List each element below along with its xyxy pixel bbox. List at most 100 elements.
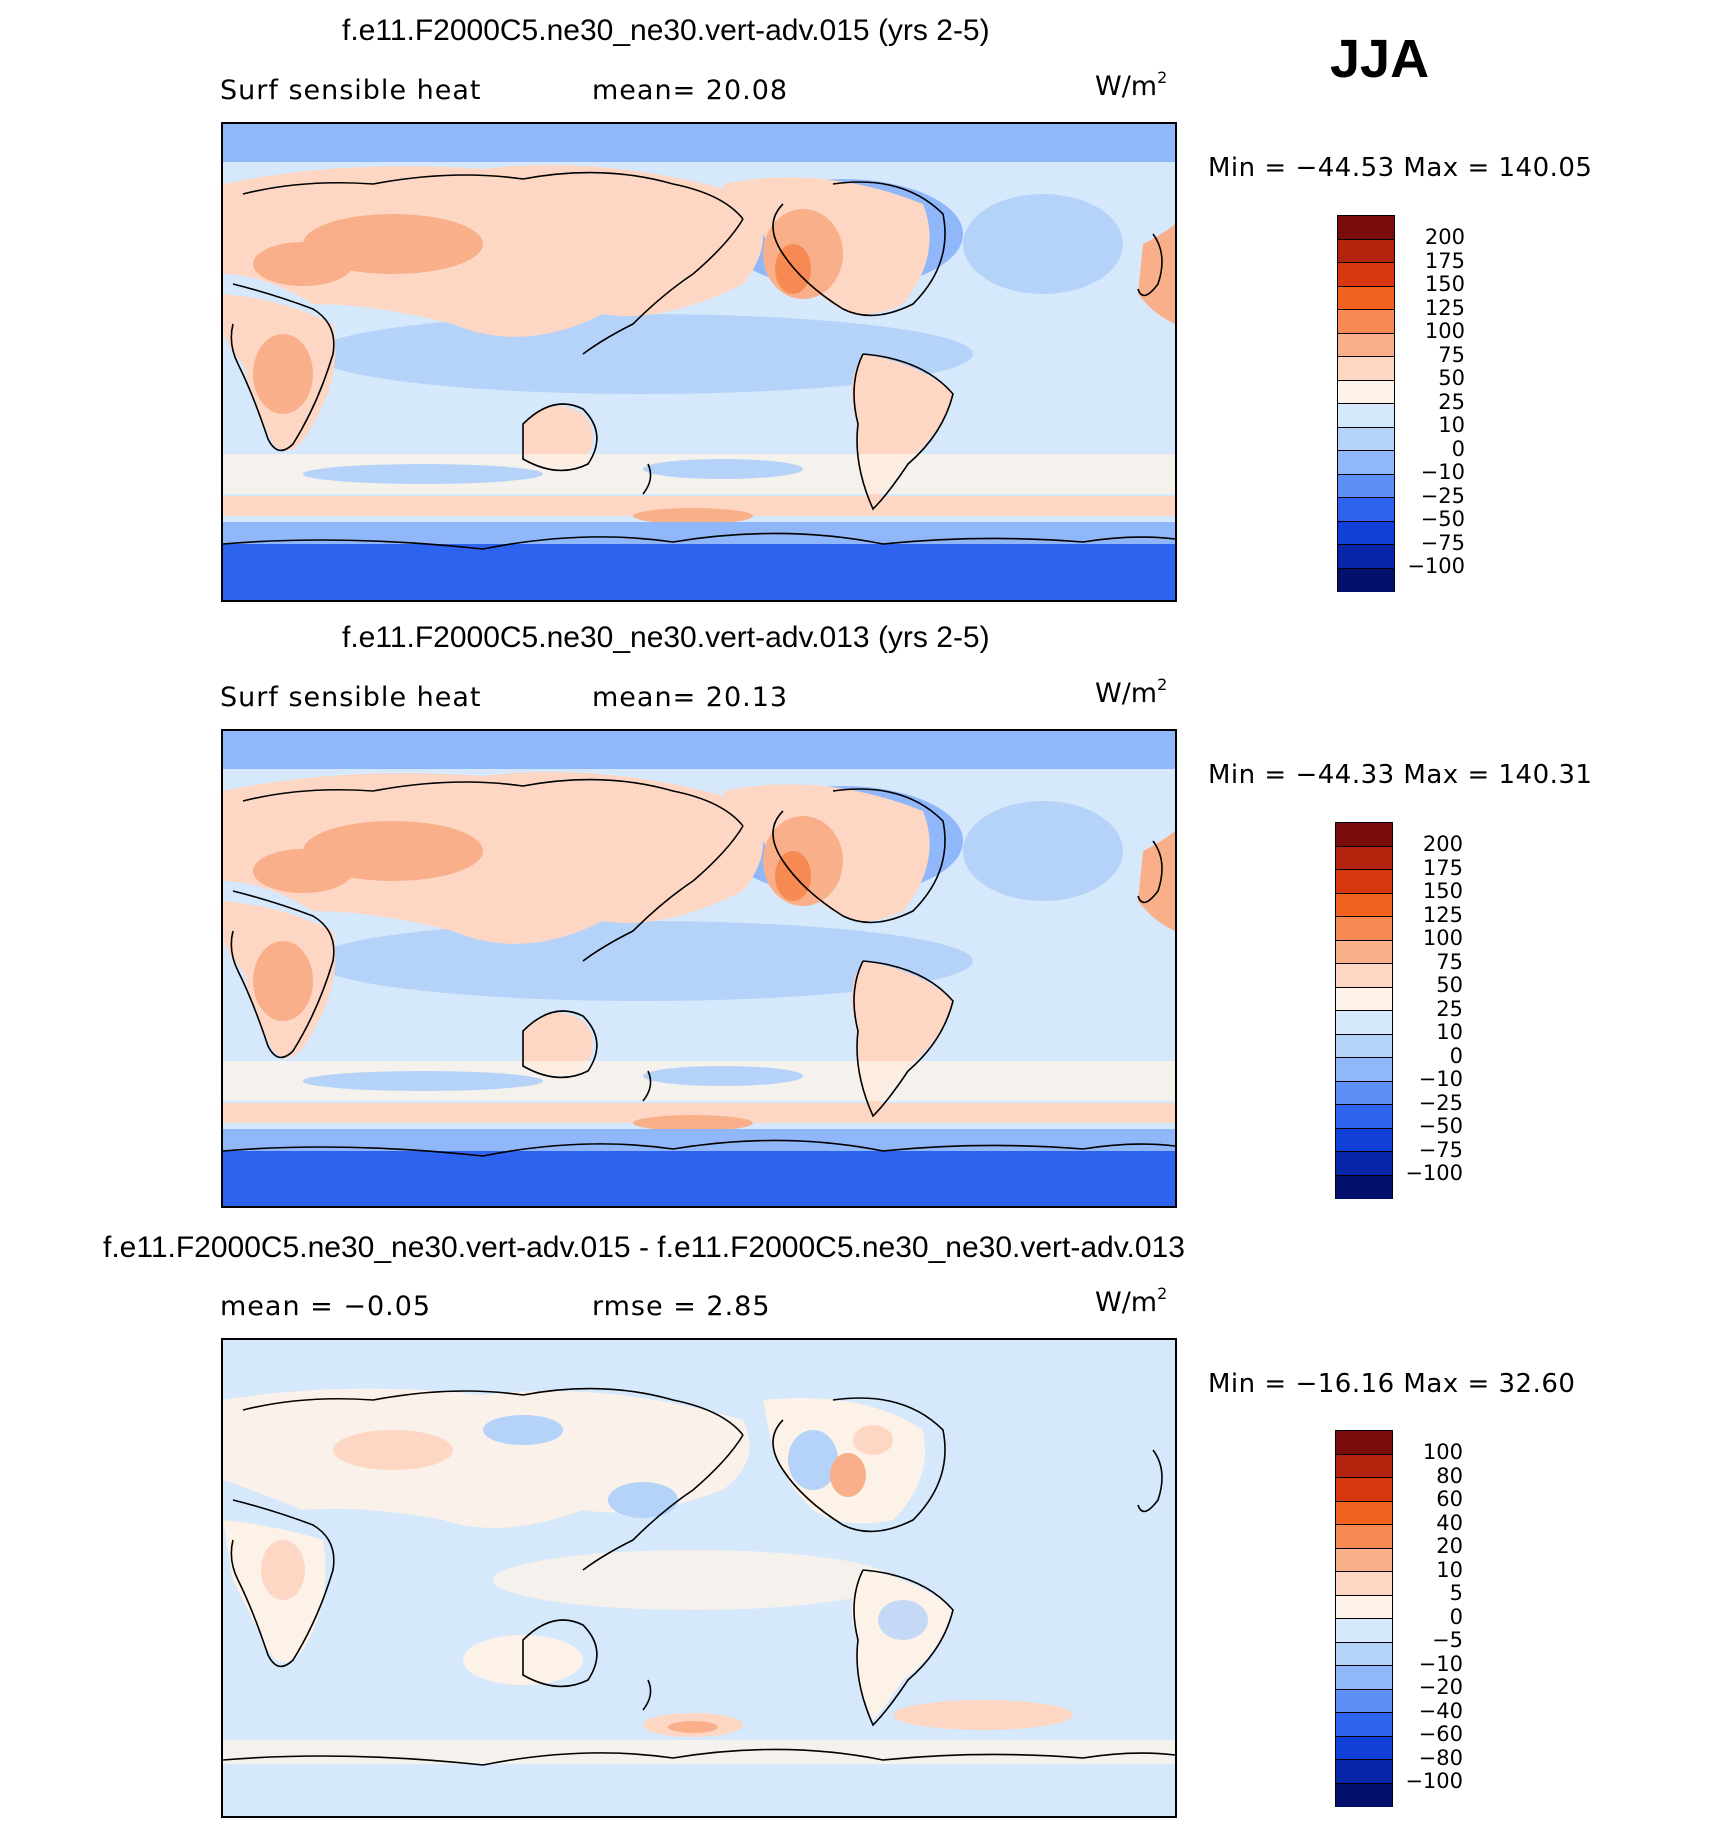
panel-2-mean-label: mean= 20.13 — [592, 682, 789, 713]
panel-1-colorbar-swatch — [1338, 239, 1394, 263]
colorbar-tick-label: 175 — [1422, 855, 1463, 880]
panel-2-colorbar-swatch — [1336, 940, 1392, 964]
colorbar-tick-label: 175 — [1424, 248, 1465, 273]
panel-2-colorbar-swatch — [1336, 917, 1392, 941]
panel-2-minmax: Min = −44.33 Max = 140.31 — [1208, 760, 1593, 790]
colorbar-tick-label: 60 — [1436, 1487, 1463, 1511]
colorbar-tick-label: −20 — [1418, 1675, 1463, 1699]
panel-3-colorbar — [1335, 1430, 1393, 1807]
panel-3-colorbar-swatch — [1336, 1760, 1392, 1784]
panel-1-colorbar-swatch — [1338, 286, 1394, 310]
panel-2-map-canvas — [223, 731, 1175, 1206]
colorbar-tick-label: 0 — [1451, 436, 1465, 461]
panel-3-colorbar-swatch — [1336, 1642, 1392, 1666]
panel-1-mean-label: mean= 20.08 — [592, 75, 789, 106]
colorbar-tick-label: −100 — [1405, 1769, 1463, 1793]
colorbar-tick-label: 150 — [1422, 879, 1463, 903]
panel-3-colorbar-swatch — [1336, 1548, 1392, 1572]
colorbar-tick-label: −50 — [1420, 507, 1465, 531]
panel-3-title: f.e11.F2000C5.ne30_ne30.vert-adv.015 - f… — [103, 1231, 1185, 1264]
colorbar-tick-label: −75 — [1418, 1137, 1463, 1162]
panel-2-colorbar-swatch — [1336, 964, 1392, 988]
panel-3-colorbar-swatch — [1336, 1736, 1392, 1760]
colorbar-tick-label: −75 — [1420, 530, 1465, 555]
colorbar-tick-label: 0 — [1449, 1043, 1463, 1068]
panel-1-colorbar-swatch — [1338, 310, 1394, 334]
panel-3-mean-label: mean = −0.05 — [220, 1291, 432, 1322]
panel-3-colorbar-swatch — [1336, 1431, 1392, 1455]
panel-2-colorbar-swatch — [1336, 987, 1392, 1011]
panel-3-colorbar-swatch — [1336, 1689, 1392, 1713]
colorbar-tick-label: 100 — [1424, 319, 1465, 343]
colorbar-tick-label: 100 — [1422, 926, 1463, 950]
panel-1-colorbar-swatch — [1338, 263, 1394, 287]
panel-1-colorbar-swatch — [1338, 474, 1394, 498]
panel-3-colorbar-swatch — [1336, 1572, 1392, 1596]
colorbar-tick-label: −25 — [1418, 1090, 1463, 1115]
colorbar-tick-label: 75 — [1436, 949, 1463, 974]
colorbar-tick-label: 200 — [1424, 225, 1465, 249]
panel-3-colorbar-swatch — [1336, 1454, 1392, 1478]
panel-1-map-canvas — [223, 124, 1175, 600]
colorbar-tick-label: −10 — [1420, 460, 1465, 484]
colorbar-tick-label: −40 — [1418, 1698, 1463, 1723]
panel-1-colorbar-labels: 200 175 150 125 100 75 50 25 10 0 −10 −2… — [1395, 215, 1495, 592]
panel-1-units: W/m2 — [1095, 68, 1168, 102]
panel-1-colorbar-swatch — [1338, 498, 1394, 522]
colorbar-tick-label: 125 — [1424, 295, 1465, 320]
colorbar-tick-label: −5 — [1432, 1628, 1463, 1652]
panel-2-colorbar-swatch — [1336, 870, 1392, 894]
panel-2-colorbar-swatch — [1336, 1152, 1392, 1176]
panel-2-colorbar-swatch — [1336, 1034, 1392, 1058]
panel-3-colorbar-swatch — [1336, 1525, 1392, 1549]
colorbar-tick-label: 125 — [1422, 902, 1463, 927]
panel-1-map — [221, 122, 1177, 602]
colorbar-tick-label: 5 — [1449, 1581, 1463, 1605]
panel-3-map — [221, 1338, 1177, 1818]
panel-1-colorbar — [1337, 215, 1395, 592]
panel-2-colorbar-swatch — [1336, 1128, 1392, 1152]
colorbar-tick-label: 0 — [1449, 1604, 1463, 1629]
panel-2-colorbar-swatch — [1336, 1058, 1392, 1082]
panel-2-colorbar — [1335, 822, 1393, 1199]
panel-3-colorbar-labels: 100 80 60 40 20 10 5 0 −5 −10 −20 −40 −6… — [1393, 1430, 1493, 1807]
panel-3-colorbar-swatch — [1336, 1478, 1392, 1502]
panel-1-minmax: Min = −44.53 Max = 140.05 — [1208, 153, 1593, 183]
panel-1-colorbar-swatch — [1338, 427, 1394, 451]
panel-2-colorbar-swatch — [1336, 1175, 1392, 1199]
colorbar-tick-label: 200 — [1422, 832, 1463, 856]
colorbar-tick-label: 20 — [1436, 1534, 1463, 1558]
colorbar-tick-label: −10 — [1418, 1651, 1463, 1676]
colorbar-tick-label: 80 — [1436, 1463, 1463, 1488]
panel-2-colorbar-swatch — [1336, 1081, 1392, 1105]
panel-3-map-canvas — [223, 1340, 1175, 1816]
colorbar-tick-label: −60 — [1418, 1722, 1463, 1746]
colorbar-tick-label: −50 — [1418, 1114, 1463, 1138]
panel-2-units: W/m2 — [1095, 675, 1168, 709]
panel-3-colorbar-swatch — [1336, 1619, 1392, 1643]
panel-3-colorbar-swatch — [1336, 1595, 1392, 1619]
colorbar-tick-label: −100 — [1405, 1161, 1463, 1185]
panel-2-title: f.e11.F2000C5.ne30_ne30.vert-adv.013 (yr… — [342, 621, 990, 654]
panel-1-colorbar-swatch — [1338, 521, 1394, 545]
panel-1-colorbar-swatch — [1338, 404, 1394, 428]
panel-1-colorbar-swatch — [1338, 333, 1394, 357]
panel-2-colorbar-swatch — [1336, 846, 1392, 870]
colorbar-tick-label: 10 — [1438, 413, 1465, 437]
colorbar-tick-label: 75 — [1438, 342, 1465, 367]
colorbar-tick-label: −80 — [1418, 1745, 1463, 1770]
colorbar-tick-label: 10 — [1436, 1557, 1463, 1582]
panel-2-colorbar-swatch — [1336, 823, 1392, 847]
panel-2-colorbar-labels: 200 175 150 125 100 75 50 25 10 0 −10 −2… — [1393, 822, 1493, 1199]
panel-3-colorbar-swatch — [1336, 1783, 1392, 1807]
panel-1-variable-label: Surf sensible heat — [220, 75, 482, 106]
colorbar-tick-label: 100 — [1422, 1440, 1463, 1464]
panel-2-colorbar-swatch — [1336, 893, 1392, 917]
panel-3-rmse-label: rmse = 2.85 — [592, 1291, 771, 1322]
panel-1-title: f.e11.F2000C5.ne30_ne30.vert-adv.015 (yr… — [342, 14, 990, 47]
panel-3-colorbar-swatch — [1336, 1666, 1392, 1690]
panel-1-colorbar-swatch — [1338, 545, 1394, 569]
colorbar-tick-label: 25 — [1436, 996, 1463, 1021]
panel-3-colorbar-swatch — [1336, 1501, 1392, 1525]
colorbar-tick-label: 150 — [1424, 272, 1465, 296]
